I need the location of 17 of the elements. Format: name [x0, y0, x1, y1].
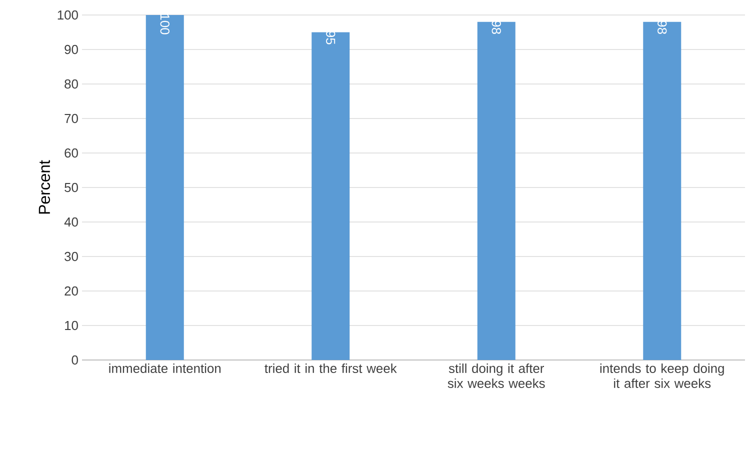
y-tick-label: 20	[64, 286, 78, 296]
y-axis-title: Percent	[38, 160, 50, 214]
x-tick-label: immediate intention	[109, 364, 221, 374]
y-tick-label: 10	[65, 320, 78, 330]
y-tick-label: 90	[64, 44, 78, 54]
y-tick-label: 60	[64, 148, 78, 158]
y-tick-label: 30	[64, 252, 78, 262]
data-label: 100	[160, 14, 170, 34]
y-tick-label: 40	[64, 217, 78, 227]
x-tick-label: intends to keep doing it after six weeks	[600, 364, 724, 388]
x-tick-label: tried it in the first week	[264, 364, 397, 374]
y-tick-label: 80	[64, 79, 78, 89]
x-tick-label: still doing it after six weeks weeks	[448, 364, 545, 388]
y-tick-label: 70	[64, 114, 78, 124]
y-tick-label: 100	[58, 10, 78, 20]
y-tick-label: 50	[64, 182, 78, 192]
y-tick-label: 0	[72, 355, 78, 365]
